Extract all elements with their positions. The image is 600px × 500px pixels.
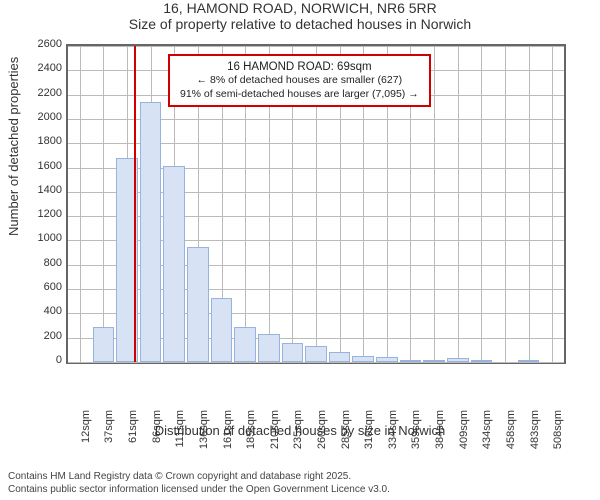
y-tick: 2200 [20, 87, 62, 99]
title-line1: 16, HAMOND ROAD, NORWICH, NR6 5RR [0, 0, 600, 16]
footer-line2: Contains public sector information licen… [8, 483, 390, 496]
title-line2: Size of property relative to detached ho… [0, 16, 600, 32]
footer-line1: Contains HM Land Registry data © Crown c… [8, 470, 390, 483]
histogram-bar [471, 360, 493, 362]
y-tick: 1000 [20, 232, 62, 244]
histogram-bar [352, 356, 374, 362]
y-tick: 0 [20, 354, 62, 366]
info-line2: ← 8% of detached houses are smaller (627… [180, 74, 419, 87]
y-tick: 800 [20, 257, 62, 269]
y-tick: 1400 [20, 184, 62, 196]
y-tick: 600 [20, 281, 62, 293]
highlight-info-box: 16 HAMOND ROAD: 69sqm ← 8% of detached h… [168, 54, 431, 107]
info-line3: 91% of semi-detached houses are larger (… [180, 88, 419, 101]
histogram-bar [234, 327, 256, 362]
y-tick: 2400 [20, 62, 62, 74]
chart-area: Number of detached properties 0200400600… [20, 36, 580, 436]
y-tick: 2000 [20, 111, 62, 123]
histogram-bar [305, 346, 327, 362]
info-line1: 16 HAMOND ROAD: 69sqm [180, 60, 419, 74]
highlight-line [134, 46, 136, 362]
histogram-bar [258, 334, 280, 362]
y-tick: 2600 [20, 38, 62, 50]
histogram-bar [187, 247, 209, 362]
histogram-bar [211, 298, 233, 362]
histogram-bar [140, 102, 162, 362]
histogram-bar [329, 352, 351, 362]
histogram-bar [376, 357, 398, 362]
histogram-bar [423, 360, 445, 362]
y-tick: 1800 [20, 135, 62, 147]
y-tick: 200 [20, 330, 62, 342]
footer: Contains HM Land Registry data © Crown c… [8, 470, 390, 496]
x-axis-label: Distribution of detached houses by size … [20, 423, 580, 438]
y-tick: 400 [20, 305, 62, 317]
histogram-bar [400, 360, 422, 362]
histogram-bar [282, 343, 304, 362]
histogram-bar [447, 358, 469, 362]
y-tick: 1600 [20, 160, 62, 172]
plot: 16 HAMOND ROAD: 69sqm ← 8% of detached h… [66, 44, 566, 364]
histogram-bar [163, 166, 185, 362]
y-axis-label: Number of detached properties [6, 57, 21, 236]
histogram-bar [93, 327, 115, 362]
histogram-bar [518, 360, 540, 362]
y-tick: 1200 [20, 208, 62, 220]
